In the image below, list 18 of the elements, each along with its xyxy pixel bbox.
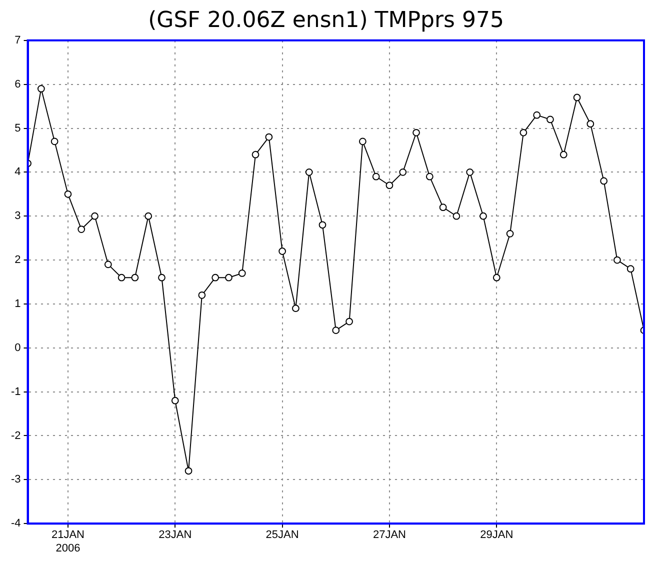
x-tick-label: 21JAN 2006 [51,529,85,554]
y-tick-label: 3 [14,210,21,222]
y-tick-label: 2 [14,254,21,266]
y-tick-label: 7 [14,34,21,46]
x-tick-label: 29JAN [480,529,514,542]
y-tick-label: 5 [14,122,21,134]
y-tick-label: -3 [11,474,21,486]
x-tick-label: 25JAN [266,529,299,542]
chart-title: (GSF 20.06Z ensn1) TMPprs 975 [148,8,504,33]
y-tick-label: 0 [14,342,21,354]
y-tick-label: 1 [14,298,21,310]
x-tick-label: 27JAN [372,529,406,542]
y-tick-label: 4 [14,166,21,178]
y-tick-label: 6 [14,78,21,90]
y-tick-label: -4 [11,518,21,530]
y-tick-label: -2 [11,430,21,442]
y-tick-label: -1 [11,386,21,398]
x-tick-label: 23JAN [158,529,192,542]
